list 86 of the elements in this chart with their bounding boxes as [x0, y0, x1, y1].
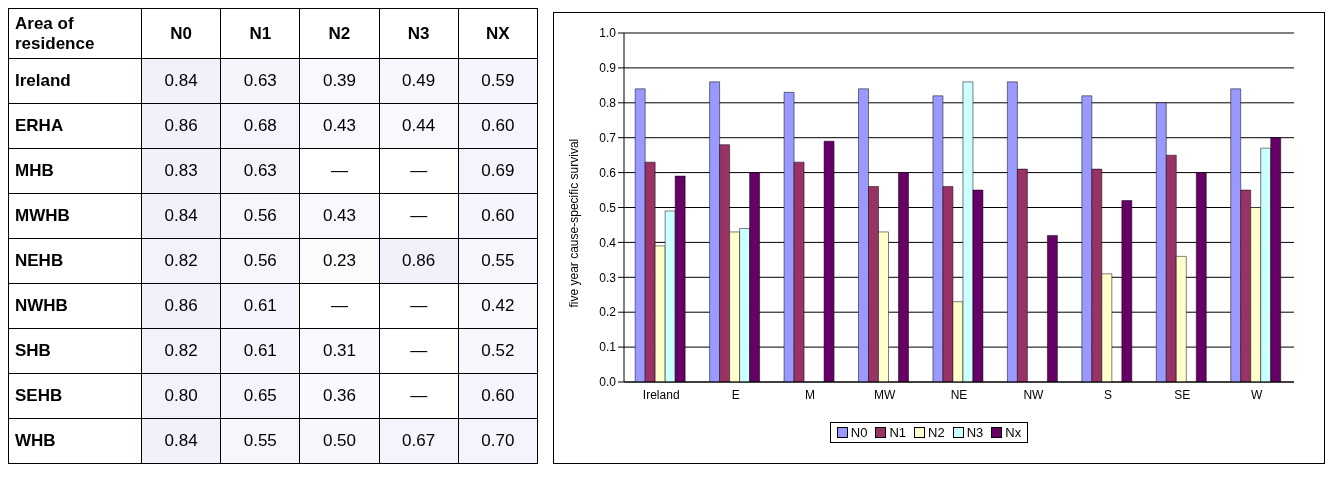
text: —	[330, 296, 348, 315]
data-label: 0.60	[458, 193, 538, 239]
y-tick-label: MWHB	[8, 193, 142, 239]
x-tick-label: N3	[379, 8, 459, 59]
data-label: 0.63	[220, 148, 300, 194]
x-tick-label: N2	[299, 8, 380, 59]
y-tick-label: 0.1	[599, 340, 617, 355]
y-tick-label: WHB	[8, 418, 142, 464]
data-label: 0.61	[220, 283, 300, 329]
y-tick-label: NWHB	[8, 283, 142, 329]
data-label: 0.83	[141, 148, 221, 194]
y-tick-label: 0.8	[599, 96, 617, 111]
y-tick-label: 0.2	[599, 305, 617, 320]
y-tick-label: 0.3	[599, 270, 617, 285]
data-label: 0.55	[220, 418, 300, 464]
y-tick-label: ERHA	[8, 103, 142, 149]
data-label: 0.23	[299, 238, 380, 284]
data-label: 0.82	[141, 238, 221, 284]
data-label: 0.61	[220, 328, 300, 374]
data-label: 0.31	[299, 328, 380, 374]
y-axis-title: Area of residence	[8, 8, 142, 59]
data-label: 0.56	[220, 238, 300, 284]
y-tick-label: MHB	[8, 148, 142, 194]
y-tick-label: SEHB	[8, 373, 142, 419]
text: —	[410, 161, 428, 180]
y-tick-label: 0.9	[599, 61, 617, 76]
data-label: 0.82	[141, 328, 221, 374]
x-tick-label: S	[1103, 387, 1112, 402]
data-label: 0.36	[299, 373, 380, 419]
legend-label: Nx	[1004, 425, 1022, 440]
data-label: 0.50	[299, 418, 380, 464]
data-label: 0.84	[141, 193, 221, 239]
text: —	[410, 386, 428, 405]
text: —	[410, 206, 428, 225]
data-label: 0.86	[141, 283, 221, 329]
data-label: 0.39	[299, 58, 380, 104]
x-tick-label: NX	[458, 8, 538, 59]
data-label: 0.84	[141, 418, 221, 464]
data-label: 0.49	[379, 58, 459, 104]
x-tick-label: E	[731, 387, 740, 402]
y-tick-label: 0.0	[599, 375, 617, 390]
data-label: 0.52	[458, 328, 538, 374]
data-label: 0.65	[220, 373, 300, 419]
y-tick-label: 1.0	[599, 26, 617, 41]
data-label: 0.70	[458, 418, 538, 464]
data-label: 0.68	[220, 103, 300, 149]
x-tick-label: NE	[950, 387, 968, 402]
y-tick-label: NEHB	[8, 238, 142, 284]
x-tick-label: MW	[873, 387, 896, 402]
data-label: 0.86	[379, 238, 459, 284]
data-label: 0.43	[299, 103, 380, 149]
x-tick-label: W	[1251, 387, 1264, 402]
data-label: 0.60	[458, 103, 538, 149]
y-tick-label: SHB	[8, 328, 142, 374]
y-tick-label: 0.7	[599, 130, 617, 145]
legend-label: N3	[965, 425, 984, 440]
y-tick-label: 0.5	[599, 200, 617, 215]
data-label: 0.67	[379, 418, 459, 464]
data-label: 0.55	[458, 238, 538, 284]
x-tick-label: SE	[1174, 387, 1191, 402]
legend-label: N2	[927, 425, 945, 440]
data-label: 0.69	[458, 148, 538, 194]
data-label: 0.60	[458, 373, 538, 419]
text: —	[410, 341, 428, 360]
y-axis-title: five year cause-specific survival	[567, 138, 582, 308]
x-tick-label: N1	[220, 8, 300, 59]
data-label: 0.86	[141, 103, 221, 149]
legend-label: N0	[849, 425, 868, 440]
data-label: 0.63	[220, 58, 300, 104]
data-label: 0.42	[458, 283, 538, 329]
x-tick-label: M	[805, 387, 816, 402]
text: —	[330, 161, 348, 180]
x-tick-label: Ireland	[642, 387, 680, 402]
y-tick-label: Ireland	[8, 58, 142, 104]
y-tick-label: 0.4	[599, 235, 617, 250]
data-label: 0.43	[299, 193, 380, 239]
data-label: 0.84	[141, 58, 221, 104]
x-tick-label: NW	[1023, 387, 1045, 402]
data-label: 0.44	[379, 103, 459, 149]
data-label: 0.59	[458, 58, 538, 104]
data-label: 0.80	[141, 373, 221, 419]
y-tick-label: 0.6	[599, 165, 617, 180]
x-tick-label: N0	[141, 8, 221, 59]
data-label: 0.56	[220, 193, 300, 239]
text: —	[410, 296, 428, 315]
legend-label: N1	[888, 425, 907, 440]
